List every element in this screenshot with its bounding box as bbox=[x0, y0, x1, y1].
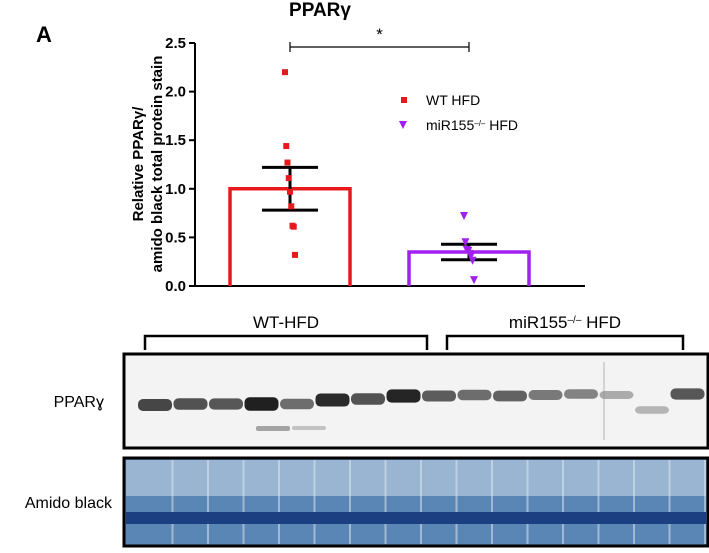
y-tick-label: 1.0 bbox=[165, 181, 186, 198]
y-tick-label: 0.5 bbox=[165, 229, 186, 246]
y-tick-label: 0.0 bbox=[165, 278, 186, 295]
data-point bbox=[290, 223, 297, 230]
y-axis-label: Relative PPARγ/amido black total protein… bbox=[130, 56, 166, 273]
y-tick-label: 2.5 bbox=[165, 35, 186, 52]
data-point bbox=[468, 256, 477, 265]
data-point bbox=[283, 143, 290, 150]
protein-band bbox=[315, 393, 350, 407]
legend: WT HFD miR155–/– HFD bbox=[399, 92, 518, 133]
protein-band bbox=[528, 390, 563, 400]
y-axis-title: Relative PPARγ/amido black total protein… bbox=[130, 56, 166, 273]
protein-band bbox=[292, 426, 326, 430]
protein-band bbox=[209, 398, 243, 410]
legend-label: miR155–/– HFD bbox=[426, 117, 518, 133]
data-point bbox=[282, 69, 288, 76]
group-label: miR155–/– HFD bbox=[509, 313, 621, 332]
significance-bracket: * bbox=[289, 25, 470, 52]
protein-band bbox=[386, 389, 421, 403]
protein-band bbox=[493, 390, 527, 402]
protein-band bbox=[670, 388, 705, 400]
legend-label: WT HFD bbox=[426, 92, 480, 108]
data-point bbox=[470, 276, 478, 285]
protein-band bbox=[564, 389, 598, 399]
protein-band bbox=[457, 389, 492, 401]
protein-band bbox=[599, 391, 634, 399]
data-point bbox=[284, 159, 291, 166]
protein-band bbox=[635, 406, 669, 414]
data-point bbox=[460, 212, 468, 221]
protein-band bbox=[138, 398, 172, 412]
y-tick-label: 2.0 bbox=[165, 84, 186, 101]
group-bracket bbox=[143, 334, 429, 350]
bars bbox=[228, 165, 531, 286]
y-tick-label: 1.5 bbox=[165, 132, 186, 149]
significance-mark: * bbox=[376, 25, 383, 44]
blot-row-label: PPARɣ bbox=[54, 394, 104, 411]
legend-marker bbox=[401, 97, 407, 103]
blot-image: WT-HFD miR155–/– HFD PPARɣ Amido black bbox=[25, 313, 709, 548]
data-point bbox=[287, 188, 293, 195]
data-point bbox=[292, 251, 298, 258]
bar-chart: PPARγ Relative PPARγ/amido black total p… bbox=[130, 0, 585, 295]
protein-band bbox=[422, 390, 456, 402]
protein-band bbox=[280, 398, 314, 410]
data-point bbox=[288, 203, 295, 210]
protein-band bbox=[256, 426, 290, 431]
data-point bbox=[467, 251, 476, 260]
chart-title: PPARγ bbox=[289, 0, 351, 21]
panel-label: A bbox=[36, 22, 52, 47]
blot-row-label: Amido black bbox=[25, 495, 113, 512]
protein-band bbox=[244, 397, 279, 411]
data-points bbox=[282, 69, 478, 285]
amido-main-band bbox=[126, 512, 706, 524]
data-point bbox=[285, 175, 292, 182]
protein-band bbox=[351, 393, 385, 405]
protein-band bbox=[173, 398, 208, 410]
amido-upper-bands bbox=[126, 460, 706, 496]
legend-marker bbox=[399, 121, 407, 129]
axes: 0.0 0.5 1.0 1.5 2.0 2.5 bbox=[165, 35, 585, 295]
western-blot: WT-HFD miR155–/– HFD PPARɣ Amido black bbox=[0, 300, 709, 548]
group-label: WT-HFD bbox=[253, 313, 319, 332]
data-point bbox=[461, 238, 470, 247]
group-bracket bbox=[445, 334, 685, 350]
